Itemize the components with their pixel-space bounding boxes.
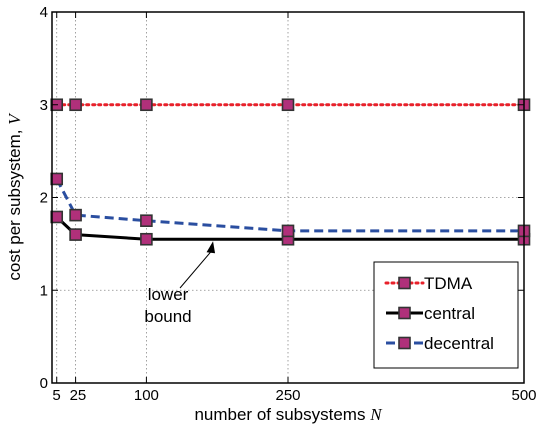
data-point-central-1 <box>69 228 82 241</box>
annotation-arrow-head <box>206 241 216 254</box>
legend-label-TDMA: TDMA <box>424 274 473 293</box>
x-tick-label-2: 100 <box>134 387 159 404</box>
legend-marker-central <box>398 306 411 320</box>
x-tick-label-0: 5 <box>52 387 60 404</box>
legend: TDMA central decentral <box>373 261 519 369</box>
legend-label-decentral: decentral <box>424 334 494 353</box>
data-point-TDMA-1 <box>69 98 82 112</box>
annotation-text-line-0: lower <box>148 285 189 304</box>
annotation-text-line-1: bound <box>144 307 191 326</box>
data-point-central-2 <box>140 232 153 246</box>
x-tick-label-3: 250 <box>275 387 300 404</box>
data-point-TDMA-3 <box>281 98 295 112</box>
data-point-decentral-3 <box>281 224 295 238</box>
data-point-TDMA-2 <box>140 98 153 112</box>
y-tick-label-2: 2 <box>40 190 48 207</box>
data-point-decentral-2 <box>140 214 153 227</box>
data-point-decentral-1 <box>69 208 82 222</box>
y-tick-label-0: 0 <box>40 375 48 392</box>
x-tick-label-1: 25 <box>70 387 87 404</box>
x-tick-label-4: 500 <box>511 387 536 404</box>
legend-label-central: central <box>424 304 475 323</box>
legend-marker-decentral <box>398 336 411 350</box>
legend-box <box>373 261 519 369</box>
y-tick-label-1: 1 <box>40 282 48 299</box>
data-point-decentral-0 <box>50 172 64 186</box>
legend-marker-TDMA <box>398 276 411 290</box>
y-tick-label-3: 3 <box>40 97 48 114</box>
y-tick-label-4: 4 <box>40 4 48 21</box>
annotation-arrow-line <box>179 248 214 289</box>
ticks: 5 25 100 250 500 0 1 2 3 4 <box>40 4 537 404</box>
data-point-central-0 <box>50 210 64 224</box>
annotation-lower-bound: lower bound <box>144 241 216 326</box>
x-axis-label: number of subsystems N <box>194 405 383 424</box>
y-axis-label: cost per subsystem, V <box>5 112 24 281</box>
